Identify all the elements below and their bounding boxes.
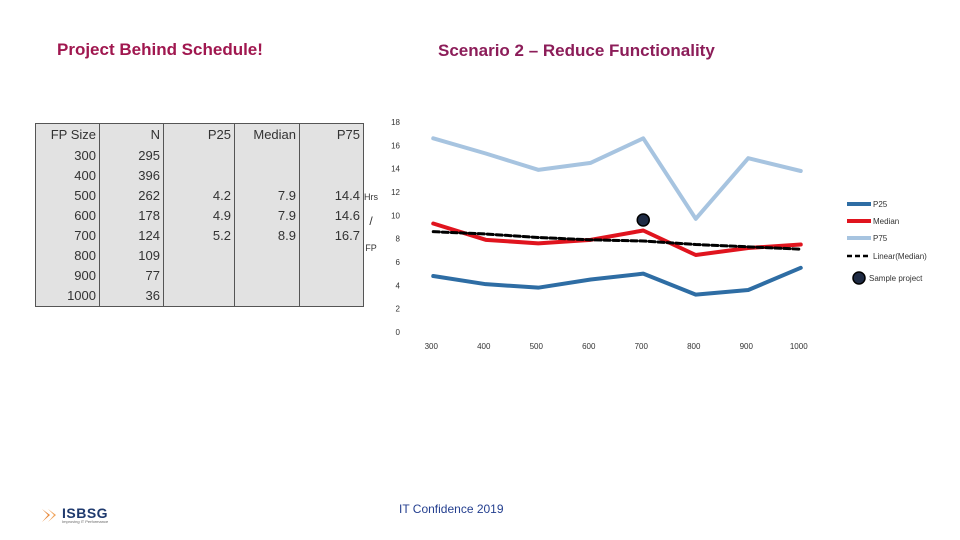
table-cell: 295: [99, 146, 164, 166]
table-row: 400 396: [35, 166, 364, 186]
y-axis-label: /: [369, 214, 373, 228]
legend-marker-swatch: [852, 271, 866, 285]
fp-table: FP Size N P25 Median P75 300 295 400 396 500…: [35, 123, 364, 307]
y-tick-label: 16: [391, 141, 400, 150]
table-cell: 7.9: [234, 206, 300, 226]
table-cell: [299, 166, 364, 186]
table-row: 300 295: [35, 146, 364, 166]
table-header-row: FP Size N P25 Median P75: [35, 123, 364, 146]
table-cell: 8.9: [234, 226, 300, 246]
table-body: 300 295 400 396 500 262 4.2 7.9 14.4 600 178 4.9 7.9…: [35, 146, 364, 307]
table-cell: [234, 166, 300, 186]
table-row: 500 262 4.2 7.9 14.4: [35, 186, 364, 206]
title-left: Project Behind Schedule!: [57, 40, 263, 59]
y-axis-label: FP: [365, 243, 377, 253]
table-cell: 4.2: [163, 186, 235, 206]
table-row: 900 77: [35, 266, 364, 286]
footer-text: IT Confidence 2019: [399, 502, 504, 516]
y-tick-label: 8: [396, 235, 401, 244]
isbsg-logo-icon: [42, 509, 56, 522]
header-median: Median: [234, 123, 300, 146]
table-row: 600 178 4.9 7.9 14.6: [35, 206, 364, 226]
series-line-median: [431, 221, 803, 257]
table-cell: 700: [35, 226, 100, 246]
table-cell: 1000: [35, 286, 100, 307]
table-cell: [299, 266, 364, 286]
x-tick-label: 1000: [790, 342, 808, 351]
table-cell: [163, 266, 235, 286]
table-cell: [163, 146, 235, 166]
legend-label: P75: [873, 234, 888, 243]
y-tick-label: 10: [391, 211, 400, 220]
legend-label: Sample project: [869, 274, 923, 283]
header-n: N: [99, 123, 164, 146]
table-cell: 300: [35, 146, 100, 166]
header-fp-size: FP Size: [35, 123, 100, 146]
x-tick-label: 500: [530, 342, 544, 351]
y-tick-label: 4: [396, 281, 401, 290]
x-tick-label: 600: [582, 342, 596, 351]
table-row: 700 124 5.2 8.9 16.7: [35, 226, 364, 246]
x-tick-label: 700: [635, 342, 649, 351]
table-cell: [163, 166, 235, 186]
table-cell: [163, 286, 235, 307]
series-line-p25: [431, 265, 803, 297]
table-cell: 500: [35, 186, 100, 206]
logo-text: ISBSG: [62, 505, 109, 521]
x-tick-label: 900: [740, 342, 754, 351]
y-tick-label: 18: [391, 118, 400, 127]
table-cell: [299, 146, 364, 166]
y-tick-label: 0: [396, 328, 401, 337]
table-cell: [234, 246, 300, 266]
table-cell: 262: [99, 186, 164, 206]
table-cell: 7.9: [234, 186, 300, 206]
table-cell: 16.7: [299, 226, 364, 246]
table-cell: [234, 146, 300, 166]
y-tick-label: 6: [396, 258, 401, 267]
table-cell: 178: [99, 206, 164, 226]
x-tick-label: 300: [425, 342, 439, 351]
y-tick-label: 2: [396, 305, 401, 314]
series-line-p75: [431, 136, 803, 221]
series-line-linear-median-: [431, 230, 803, 251]
table-cell: 800: [35, 246, 100, 266]
table-cell: 900: [35, 266, 100, 286]
line-chart: 0 2 4 6 8 10 12 14 16 18 300 400 500 600 700 800 900 1000…: [364, 118, 927, 351]
table-cell: [234, 286, 300, 307]
table-cell: 109: [99, 246, 164, 266]
header-p75: P75: [299, 123, 364, 146]
legend-label: Median: [873, 217, 899, 226]
table-cell: [163, 246, 235, 266]
table-cell: 14.4: [299, 186, 364, 206]
table-cell: [299, 246, 364, 266]
x-tick-label: 800: [687, 342, 701, 351]
y-axis-label: Hrs: [364, 192, 378, 202]
table-cell: 400: [35, 166, 100, 186]
table-cell: 600: [35, 206, 100, 226]
logo-subtext: Improving IT Performance: [62, 519, 109, 524]
legend-label: Linear(Median): [873, 252, 927, 261]
table-cell: [299, 286, 364, 307]
y-tick-label: 12: [391, 188, 400, 197]
legend-label: P25: [873, 200, 888, 209]
title-right: Scenario 2 – Reduce Functionality: [438, 41, 715, 60]
sample-project-marker: [636, 213, 650, 227]
table-row: 1000 36: [35, 286, 364, 307]
header-p25: P25: [163, 123, 235, 146]
table-cell: 14.6: [299, 206, 364, 226]
table-cell: 124: [99, 226, 164, 246]
x-tick-label: 400: [477, 342, 491, 351]
table-cell: 77: [99, 266, 164, 286]
table-cell: 4.9: [163, 206, 235, 226]
table-cell: 396: [99, 166, 164, 186]
table-cell: 5.2: [163, 226, 235, 246]
y-tick-label: 14: [391, 165, 400, 174]
table-cell: [234, 266, 300, 286]
table-row: 800 109: [35, 246, 364, 266]
table-cell: 36: [99, 286, 164, 307]
